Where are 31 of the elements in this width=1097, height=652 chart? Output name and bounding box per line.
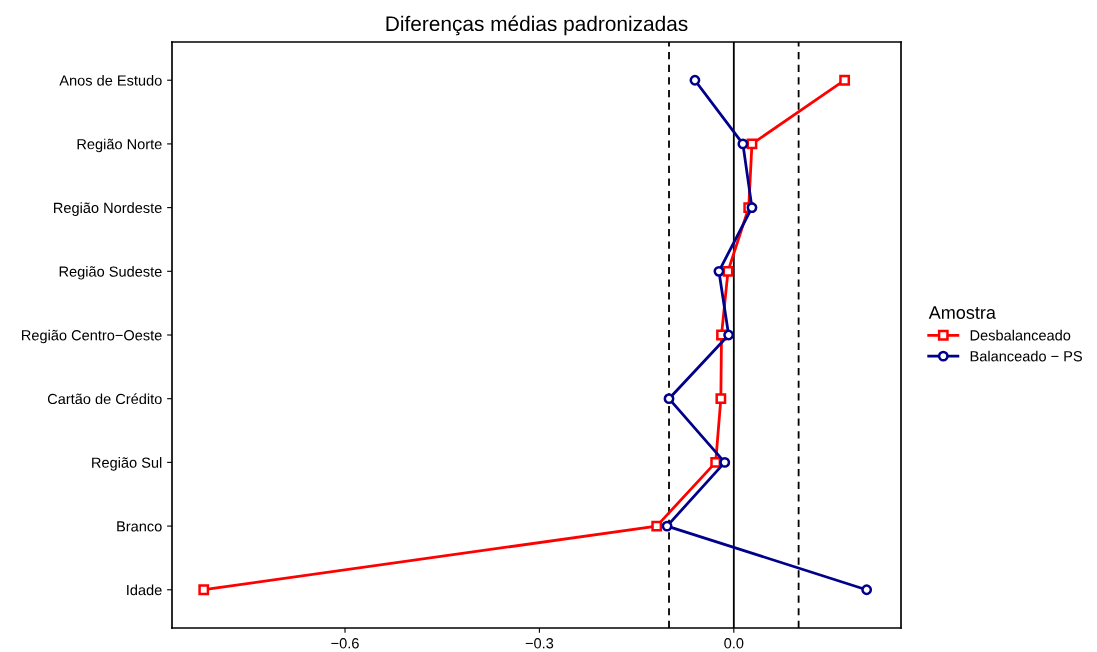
point [715, 393, 727, 405]
y-tick-label: Região Sul [92, 457, 162, 471]
legend-label: Desbalanceado [970, 329, 1071, 341]
y-tick-label: Branco [117, 521, 162, 532]
y-tick-label: Região Sudeste [59, 266, 162, 280]
point [198, 584, 210, 596]
point [746, 138, 758, 150]
y-tick-label: Região Centro−Oeste [22, 329, 162, 344]
y-tick-label: Anos de Estudo [59, 74, 162, 86]
point [713, 265, 725, 277]
point [839, 74, 851, 86]
point [737, 138, 749, 150]
point [651, 520, 663, 532]
y-tick-label: Cartão de Crédito [47, 393, 162, 405]
y-tick-label: Região Norte [77, 138, 162, 153]
point [861, 584, 873, 596]
point [722, 265, 734, 277]
legend-title: Amostra [928, 306, 996, 319]
point [663, 393, 675, 405]
x-tick-label: 0.0 [724, 638, 744, 649]
point [723, 329, 735, 341]
chart-title: Diferenças médias padronizadas [386, 15, 688, 36]
x-tick-label: −0.3 [525, 638, 554, 649]
point [710, 456, 722, 468]
point [689, 74, 701, 86]
legend-label: Balanceado − PS [970, 350, 1082, 362]
point [719, 456, 731, 468]
point [661, 520, 673, 532]
y-tick-label: Região Nordeste [54, 202, 162, 216]
x-tick-label: −0.6 [331, 638, 359, 649]
y-tick-label: Idade [127, 584, 162, 596]
